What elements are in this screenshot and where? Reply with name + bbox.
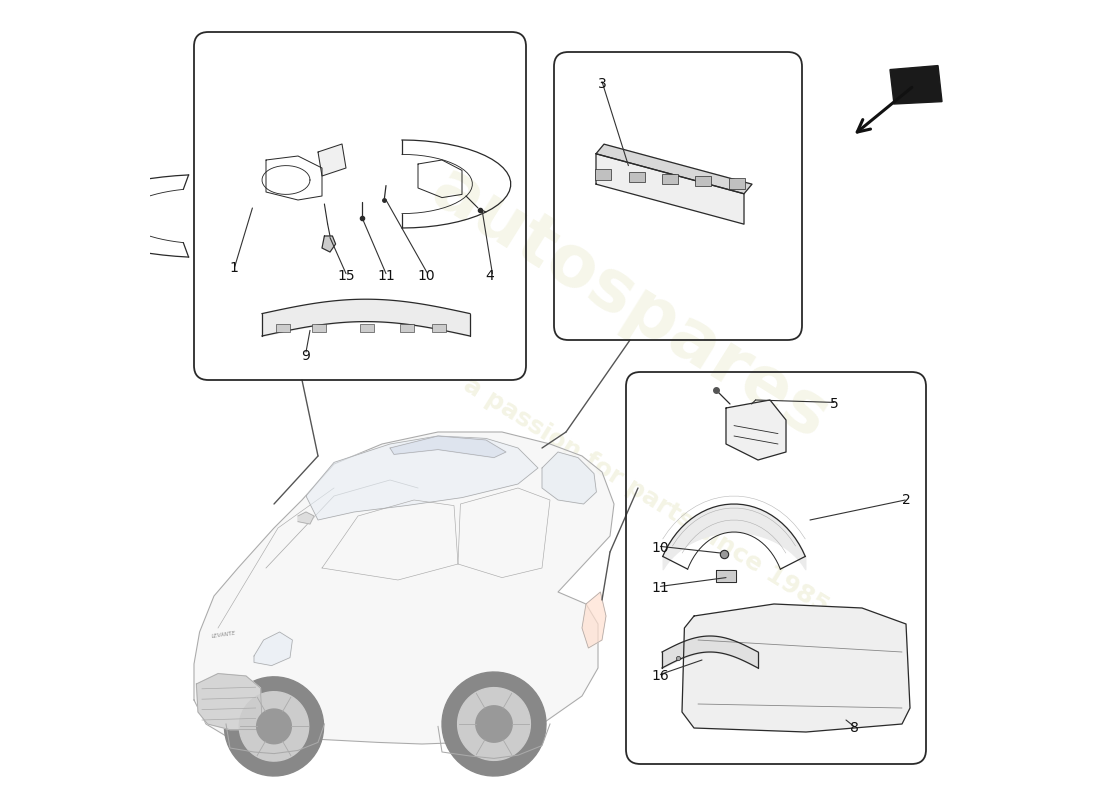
Polygon shape [256, 709, 292, 744]
FancyBboxPatch shape [662, 174, 678, 184]
FancyBboxPatch shape [695, 176, 712, 186]
FancyBboxPatch shape [311, 324, 326, 332]
Text: 16: 16 [651, 669, 669, 683]
Polygon shape [682, 604, 910, 732]
Polygon shape [716, 570, 736, 582]
Polygon shape [726, 400, 786, 460]
Polygon shape [442, 672, 546, 776]
Text: 2: 2 [902, 493, 911, 507]
Text: 3: 3 [597, 77, 606, 91]
FancyBboxPatch shape [728, 178, 745, 189]
Polygon shape [542, 452, 596, 504]
Polygon shape [322, 236, 335, 252]
FancyBboxPatch shape [399, 324, 414, 332]
Polygon shape [194, 432, 614, 744]
Polygon shape [458, 688, 530, 760]
Polygon shape [318, 144, 346, 176]
Polygon shape [596, 144, 752, 194]
Polygon shape [890, 66, 942, 104]
Polygon shape [306, 436, 538, 520]
Polygon shape [224, 677, 323, 776]
Polygon shape [596, 154, 744, 224]
Text: autospares: autospares [419, 154, 842, 454]
FancyBboxPatch shape [276, 324, 290, 332]
Text: 15: 15 [338, 269, 355, 283]
Polygon shape [390, 436, 506, 458]
Text: 10: 10 [651, 541, 669, 555]
Text: 4: 4 [485, 269, 494, 283]
Polygon shape [254, 632, 293, 666]
Polygon shape [197, 674, 262, 730]
FancyBboxPatch shape [629, 171, 645, 182]
Text: 10: 10 [417, 269, 434, 283]
Text: LEVANTE: LEVANTE [211, 630, 236, 638]
FancyBboxPatch shape [360, 324, 374, 332]
Text: 9: 9 [301, 349, 310, 363]
Text: 11: 11 [377, 269, 395, 283]
FancyBboxPatch shape [431, 324, 446, 332]
Text: 5: 5 [829, 397, 838, 411]
Polygon shape [298, 512, 314, 524]
Text: 8: 8 [849, 721, 858, 735]
Polygon shape [476, 706, 513, 742]
Text: 11: 11 [651, 581, 669, 595]
FancyBboxPatch shape [595, 170, 612, 180]
Polygon shape [240, 692, 309, 761]
Text: 1: 1 [230, 261, 239, 275]
Polygon shape [582, 592, 606, 648]
Text: a passion for parts since 1985: a passion for parts since 1985 [459, 373, 833, 619]
